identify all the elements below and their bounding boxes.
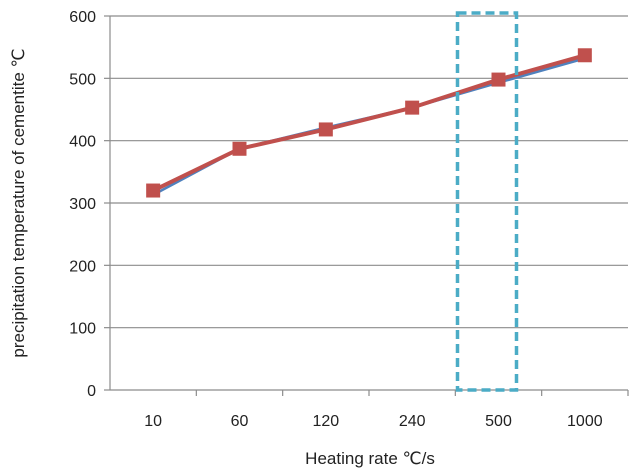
series-markers — [146, 48, 592, 198]
x-tick-label: 240 — [399, 413, 426, 430]
y-tick-label: 200 — [69, 258, 96, 275]
x-tick-label: 500 — [485, 413, 512, 430]
y-tick-label: 0 — [87, 383, 96, 400]
gridlines — [110, 15, 628, 329]
y-tick-label: 400 — [69, 134, 96, 151]
highlight-box — [455, 11, 519, 392]
tick-labels: 0 100 200 300 400 500 600 10 60 120 240 500 1000 — [69, 9, 602, 430]
x-tick-label: 1000 — [567, 413, 603, 430]
series-lines — [151, 53, 587, 197]
y-tick-label: 100 — [69, 321, 96, 338]
data-point-marker — [577, 48, 592, 63]
highlight-dashed-box — [455, 11, 519, 392]
series-line-2 — [151, 53, 587, 193]
y-tick-label: 300 — [69, 196, 96, 213]
data-point-marker — [318, 122, 333, 137]
data-point-marker — [491, 72, 506, 87]
y-tick-label: 500 — [69, 71, 96, 88]
data-point-marker — [405, 100, 420, 115]
x-axis-title: Heating rate ℃/s — [305, 449, 435, 468]
data-point-marker — [146, 183, 161, 198]
y-tick-label: 600 — [69, 9, 96, 26]
axes — [104, 15, 629, 396]
x-tick-label: 10 — [144, 413, 162, 430]
x-tick-label: 120 — [312, 413, 339, 430]
y-axis-title: precipitation temperature of cementite ℃ — [9, 48, 28, 357]
x-tick-label: 60 — [231, 413, 249, 430]
data-point-marker — [232, 141, 247, 156]
